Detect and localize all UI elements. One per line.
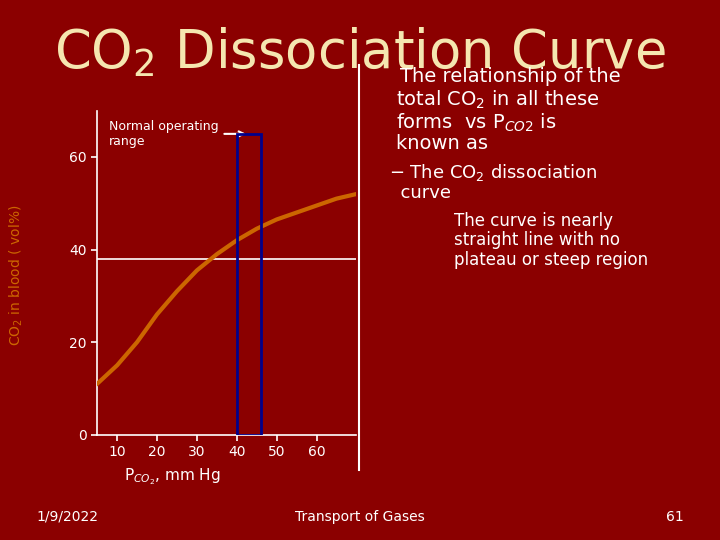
Text: 61: 61 — [666, 510, 684, 524]
Text: CO$_2$ Dissociation Curve: CO$_2$ Dissociation Curve — [54, 25, 666, 79]
Bar — [237, 134, 261, 435]
Text: curve: curve — [389, 184, 451, 201]
Text: P$_{CO_2}$, mm Hg: P$_{CO_2}$, mm Hg — [125, 466, 221, 487]
Text: The curve is nearly: The curve is nearly — [454, 212, 613, 230]
Text: CO$_2$ in blood ( vol%): CO$_2$ in blood ( vol%) — [7, 205, 24, 346]
Text: straight line with no: straight line with no — [454, 231, 620, 249]
Text: Transport of Gases: Transport of Gases — [295, 510, 425, 524]
Text: The relationship of the: The relationship of the — [400, 68, 620, 86]
Text: plateau or steep region: plateau or steep region — [454, 251, 648, 268]
Text: 1/9/2022: 1/9/2022 — [36, 510, 98, 524]
Text: Normal operating
range: Normal operating range — [109, 120, 243, 148]
Text: forms  vs P$_{CO2}$ is: forms vs P$_{CO2}$ is — [396, 112, 557, 134]
Text: $-$ The CO$_2$ dissociation: $-$ The CO$_2$ dissociation — [389, 162, 597, 183]
Text: known as: known as — [396, 134, 488, 153]
Text: total CO$_2$ in all these: total CO$_2$ in all these — [396, 89, 600, 111]
